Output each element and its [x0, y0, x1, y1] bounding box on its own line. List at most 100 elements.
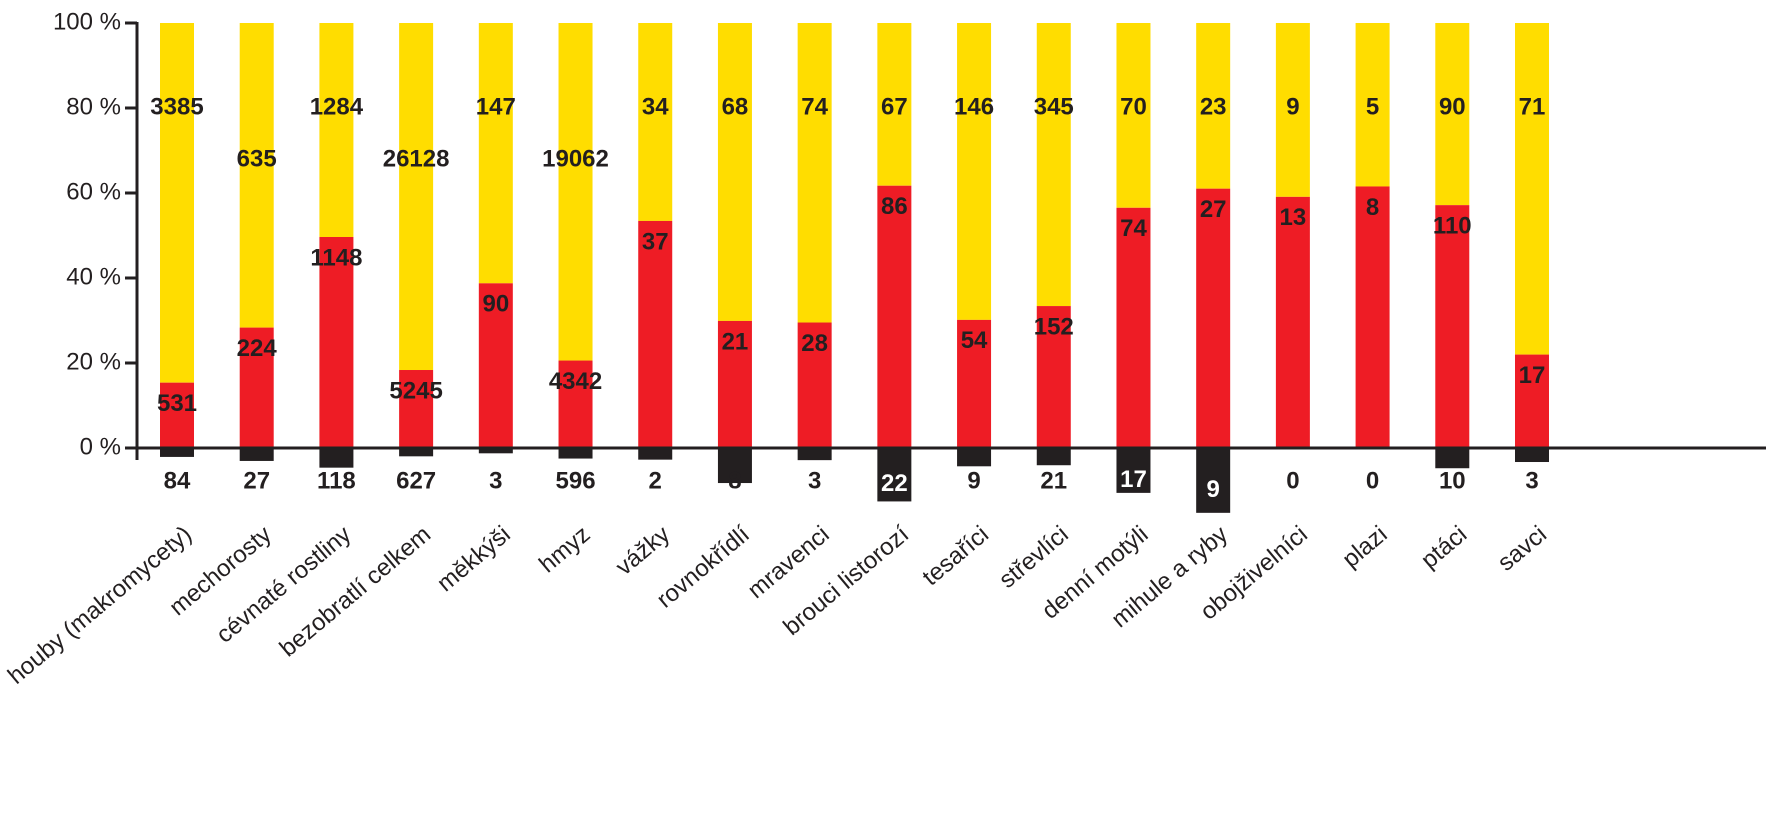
- value-label: 596: [556, 467, 596, 494]
- bar-segment: [478, 283, 513, 448]
- value-label: 34: [642, 93, 669, 120]
- bar-segment: [160, 23, 194, 383]
- value-label: 74: [801, 93, 828, 120]
- value-label: 90: [482, 291, 509, 318]
- value-label: 635: [237, 145, 277, 172]
- bar-segment: [478, 448, 513, 454]
- value-label: 37: [642, 228, 669, 255]
- value-label: 74: [1120, 215, 1147, 242]
- bar-segment: [638, 448, 673, 460]
- bar-segment: [399, 370, 434, 448]
- bar-segment: [1515, 23, 1549, 355]
- bar-segment: [1435, 205, 1470, 448]
- bar-segment: [1116, 448, 1151, 493]
- value-label: 0: [1366, 467, 1379, 494]
- value-label: 3: [808, 467, 821, 494]
- bar-segment: [558, 360, 593, 448]
- bar-segment: [717, 23, 752, 321]
- bar-segment: [797, 23, 832, 323]
- value-label: 71: [1519, 93, 1546, 120]
- value-label: 27: [1200, 196, 1227, 223]
- bar-segment: [1435, 23, 1470, 206]
- y-tick-label: 100 %: [53, 8, 121, 35]
- bar-segment: [160, 382, 194, 448]
- bar-segment: [558, 23, 593, 361]
- value-label: 9: [967, 467, 980, 494]
- bar-segment: [239, 327, 274, 448]
- x-tick-label: tesaříci: [917, 521, 994, 591]
- bar-segment: [957, 319, 992, 448]
- value-label: 147: [476, 93, 516, 120]
- value-label: 3: [1525, 467, 1538, 494]
- value-label: 152: [1034, 313, 1074, 340]
- bar-segment: [1036, 23, 1071, 307]
- value-label: 70: [1120, 93, 1147, 120]
- value-label: 1284: [310, 93, 364, 120]
- y-tick-label: 20 %: [66, 348, 121, 375]
- bar-segment: [399, 23, 434, 371]
- value-label: 17: [1519, 362, 1546, 389]
- value-label: 531: [157, 390, 197, 417]
- value-label: 0: [1286, 467, 1299, 494]
- bar-segment: [638, 23, 673, 221]
- bar-segment: [877, 185, 912, 448]
- bar-segment: [877, 448, 912, 502]
- value-label: 8: [728, 467, 741, 494]
- bar-segment: [1116, 23, 1151, 208]
- value-label: 13: [1280, 204, 1307, 231]
- x-tick-label: savci: [1493, 521, 1552, 577]
- value-label: 1148: [310, 244, 362, 271]
- bar-segment: [1275, 23, 1310, 197]
- value-label: 26128: [383, 145, 450, 172]
- value-label: 5: [1366, 93, 1379, 120]
- value-label: 3: [489, 467, 502, 494]
- bar-segment: [717, 320, 752, 448]
- bar-segment: [638, 220, 673, 448]
- bar-segment: [1036, 306, 1071, 448]
- value-label: 19062: [542, 145, 609, 172]
- bar-segment: [558, 448, 593, 459]
- value-label: 67: [881, 93, 908, 120]
- value-label: 23: [1200, 93, 1227, 120]
- value-label: 118: [317, 467, 356, 494]
- value-label: 17: [1120, 466, 1147, 493]
- bar-segment: [319, 448, 354, 468]
- bar-segment: [160, 448, 194, 457]
- bar-segment: [1196, 23, 1231, 189]
- value-label: 146: [954, 93, 994, 120]
- bar-segment: [797, 448, 832, 461]
- value-label: 110: [1433, 212, 1472, 239]
- value-label: 8: [1366, 194, 1379, 221]
- bar-segment: [1196, 448, 1231, 513]
- value-label: 2: [649, 467, 662, 494]
- value-label: 10: [1439, 467, 1466, 494]
- x-tick-label: plazi: [1337, 521, 1392, 573]
- bar-segment: [319, 23, 354, 237]
- bar-segment: [1275, 196, 1310, 448]
- bar-segment: [1515, 448, 1549, 463]
- value-label: 90: [1439, 93, 1466, 120]
- value-label: 9: [1286, 93, 1299, 120]
- value-label: 627: [396, 467, 436, 494]
- bar-segment: [478, 23, 513, 284]
- bar-segment: [1116, 207, 1151, 448]
- x-tick-label: měkkýši: [432, 521, 516, 597]
- bar-segment: [239, 448, 274, 461]
- value-label: 86: [881, 193, 908, 220]
- value-label: 224: [237, 335, 278, 362]
- bar-segment: [1355, 186, 1390, 448]
- bar-segment: [957, 23, 992, 320]
- value-label: 21: [1040, 467, 1067, 494]
- value-label: 68: [722, 93, 749, 120]
- value-label: 5245: [389, 377, 442, 404]
- value-label: 9: [1206, 476, 1219, 503]
- value-label: 28: [801, 330, 828, 357]
- x-tick-label: hmyz: [534, 521, 595, 579]
- value-label: 84: [164, 467, 191, 494]
- bar-segment: [239, 23, 274, 328]
- y-tick-label: 60 %: [66, 178, 121, 205]
- bar-segment: [1515, 354, 1549, 448]
- value-label: 3385: [150, 93, 203, 120]
- bar-segment: [717, 448, 752, 484]
